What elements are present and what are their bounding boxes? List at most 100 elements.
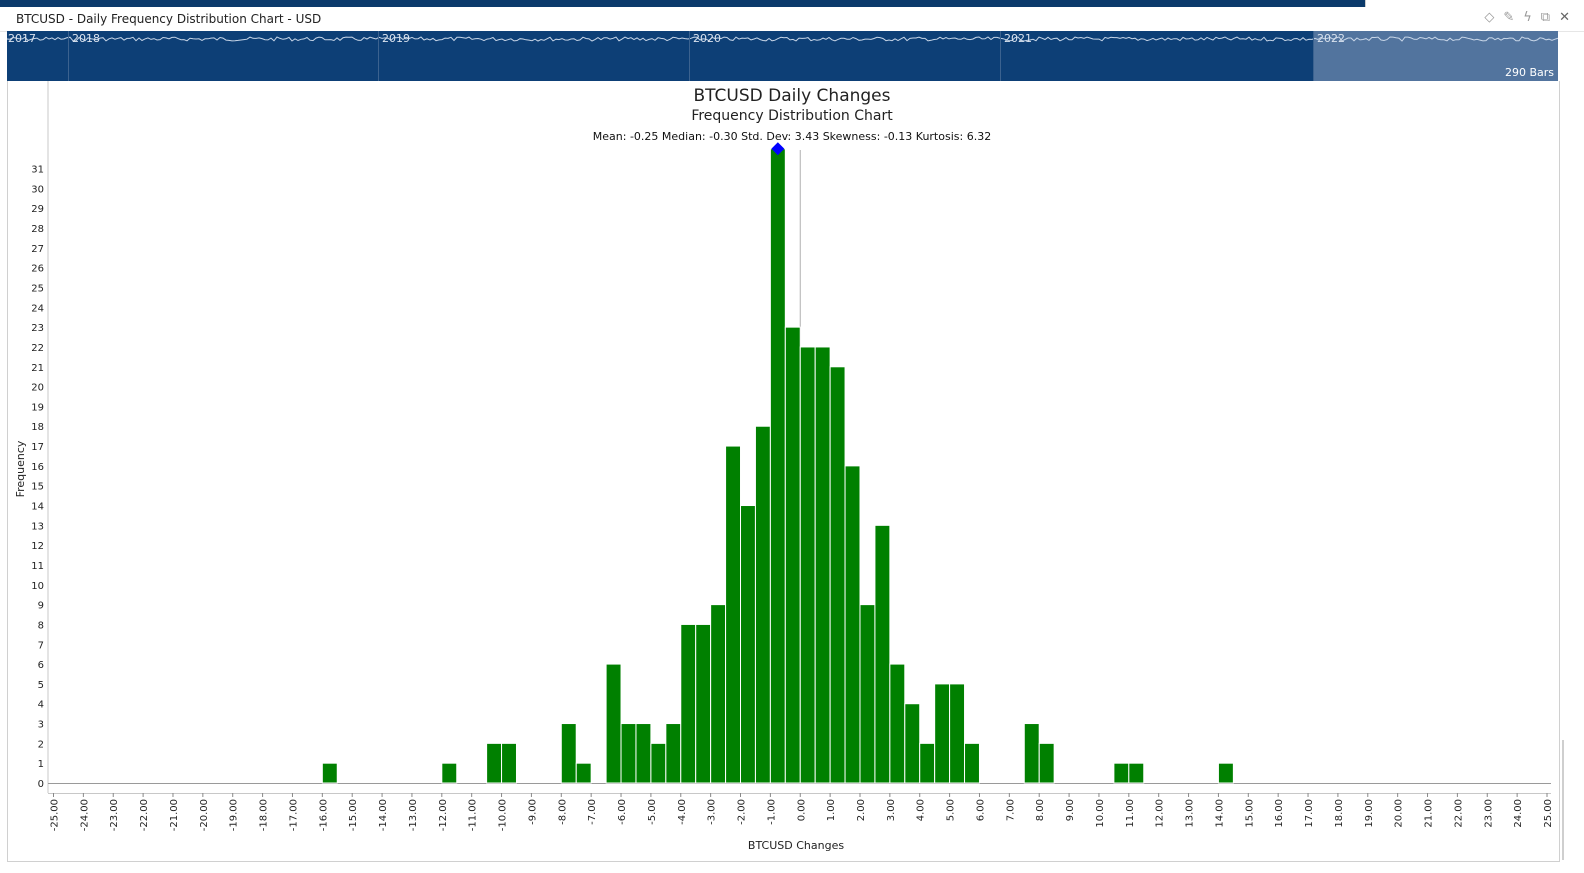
navigator-year-label: 2017 (8, 32, 36, 45)
histogram-bar (680, 623, 697, 784)
pin-icon[interactable]: ✎ (1503, 10, 1515, 25)
x-tick-label: -3.00 (707, 799, 718, 825)
navigator-year-label: 2019 (382, 32, 410, 45)
x-tick-label: 5.00 (946, 799, 957, 821)
y-tick-label: 19 (31, 402, 44, 413)
navigator-bars-count: 290 Bars (1504, 66, 1554, 79)
x-tick-label: -23.00 (109, 799, 120, 831)
histogram-bar (605, 663, 622, 784)
lightning-icon[interactable]: ϟ (1523, 10, 1532, 25)
y-tick-label: 31 (31, 165, 44, 176)
histogram-bar (949, 683, 966, 784)
window-title: BTCUSD - Daily Frequency Distribution Ch… (16, 12, 322, 26)
navigator-year-label: 2021 (1004, 32, 1032, 45)
close-icon[interactable]: ✕ (1559, 10, 1570, 25)
x-tick-label: -17.00 (288, 799, 299, 831)
x-tick-label: 0.00 (796, 799, 807, 821)
y-tick-label: 23 (31, 323, 44, 334)
x-tick-label: -5.00 (647, 799, 658, 825)
x-tick-label: 6.00 (975, 799, 986, 821)
histogram-bar (874, 524, 891, 784)
y-tick-label: 27 (31, 244, 44, 255)
chart-subtitle: Frequency Distribution Chart (691, 108, 893, 124)
histogram-bar (859, 604, 876, 784)
histogram-bar (814, 346, 831, 784)
navigator-year-separator (689, 31, 690, 81)
x-tick-label: -12.00 (438, 799, 449, 831)
x-tick-label: 7.00 (1005, 799, 1016, 821)
time-navigator[interactable]: 2017 2018 2019 2020 2021 2022 290 Bars (7, 31, 1558, 81)
y-tick-label: 13 (31, 521, 44, 532)
navigator-price-line (7, 36, 1558, 42)
navigator-year-separator (1000, 31, 1001, 81)
window-controls: ◇ ✎ ϟ ⧉ ✕ (1484, 10, 1570, 26)
x-tick-label: -8.00 (557, 799, 568, 825)
navigator-year-separator (68, 31, 69, 81)
x-tick-label: 4.00 (916, 799, 927, 821)
x-tick-label: 24.00 (1513, 799, 1524, 828)
histogram-bar (725, 445, 742, 784)
restore-icon[interactable]: ⧉ (1540, 10, 1551, 25)
x-tick-label: -1.00 (766, 799, 777, 825)
histogram-bar (740, 505, 756, 784)
peak-marker (771, 142, 785, 156)
x-tick-label: 20.00 (1394, 799, 1405, 828)
y-tick-label: 30 (31, 184, 44, 195)
y-tick-label: 18 (31, 422, 44, 433)
histogram-bar (964, 742, 980, 784)
x-tick-label: -11.00 (468, 799, 479, 831)
y-tick-label: 8 (38, 620, 44, 631)
x-tick-label: -13.00 (408, 799, 419, 831)
navigator-year-label: 2020 (693, 32, 721, 45)
y-tick-label: 14 (31, 502, 44, 513)
navigator-year-label: 2022 (1317, 32, 1345, 45)
y-tick-label: 21 (31, 363, 44, 374)
y-tick-label: 20 (31, 383, 44, 394)
x-tick-label: 21.00 (1424, 799, 1435, 828)
y-tick-label: 15 (31, 482, 44, 493)
navigator-year-label: 2018 (72, 32, 100, 45)
x-tick-label: 15.00 (1244, 799, 1255, 828)
y-tick-label: 10 (31, 581, 44, 592)
histogram-bar (620, 723, 637, 784)
x-tick-label: -15.00 (348, 799, 359, 831)
top-toolbar-area (1365, 0, 1584, 7)
y-tick-label: 11 (31, 561, 44, 572)
y-axis-title: Frequency (14, 440, 27, 497)
y-tick-label: 5 (38, 680, 44, 691)
x-tick-label: 23.00 (1483, 799, 1494, 828)
histogram-bar (1038, 742, 1055, 784)
diamond-icon[interactable]: ◇ (1484, 10, 1495, 25)
histogram-bar (1217, 762, 1234, 784)
x-tick-label: -10.00 (498, 799, 509, 831)
chart-frame (7, 81, 1560, 862)
x-tick-label: 22.00 (1453, 799, 1464, 828)
histogram-bar (635, 723, 652, 784)
window-titlebar: BTCUSD - Daily Frequency Distribution Ch… (0, 7, 1584, 32)
histogram-bar (1113, 762, 1130, 784)
y-tick-label: 1 (38, 759, 44, 770)
navigator-selection[interactable] (1313, 31, 1558, 81)
y-tick-label: 6 (38, 660, 44, 671)
y-tick-label: 22 (31, 343, 44, 354)
x-tick-label: -14.00 (378, 799, 389, 831)
x-tick-label: -19.00 (229, 799, 240, 831)
y-tick-label: 17 (31, 442, 44, 453)
navigator-year-separator (1313, 31, 1314, 81)
navigator-year-separator (378, 31, 379, 81)
y-tick-label: 9 (38, 601, 44, 612)
scrollbar[interactable] (1562, 740, 1564, 860)
x-tick-label: 2.00 (856, 799, 867, 821)
histogram-bar (799, 346, 816, 784)
histogram-bar (784, 326, 801, 784)
y-tick-label: 29 (31, 204, 44, 215)
y-tick-label: 28 (31, 224, 44, 235)
y-tick-label: 16 (31, 462, 44, 473)
chart-title: BTCUSD Daily Changes (693, 86, 891, 106)
y-tick-label: 25 (31, 284, 44, 295)
histogram-bar (829, 366, 846, 784)
x-axis-title: BTCUSD Changes (748, 839, 844, 852)
x-tick-label: -21.00 (169, 799, 180, 831)
histogram-bar (934, 683, 951, 784)
